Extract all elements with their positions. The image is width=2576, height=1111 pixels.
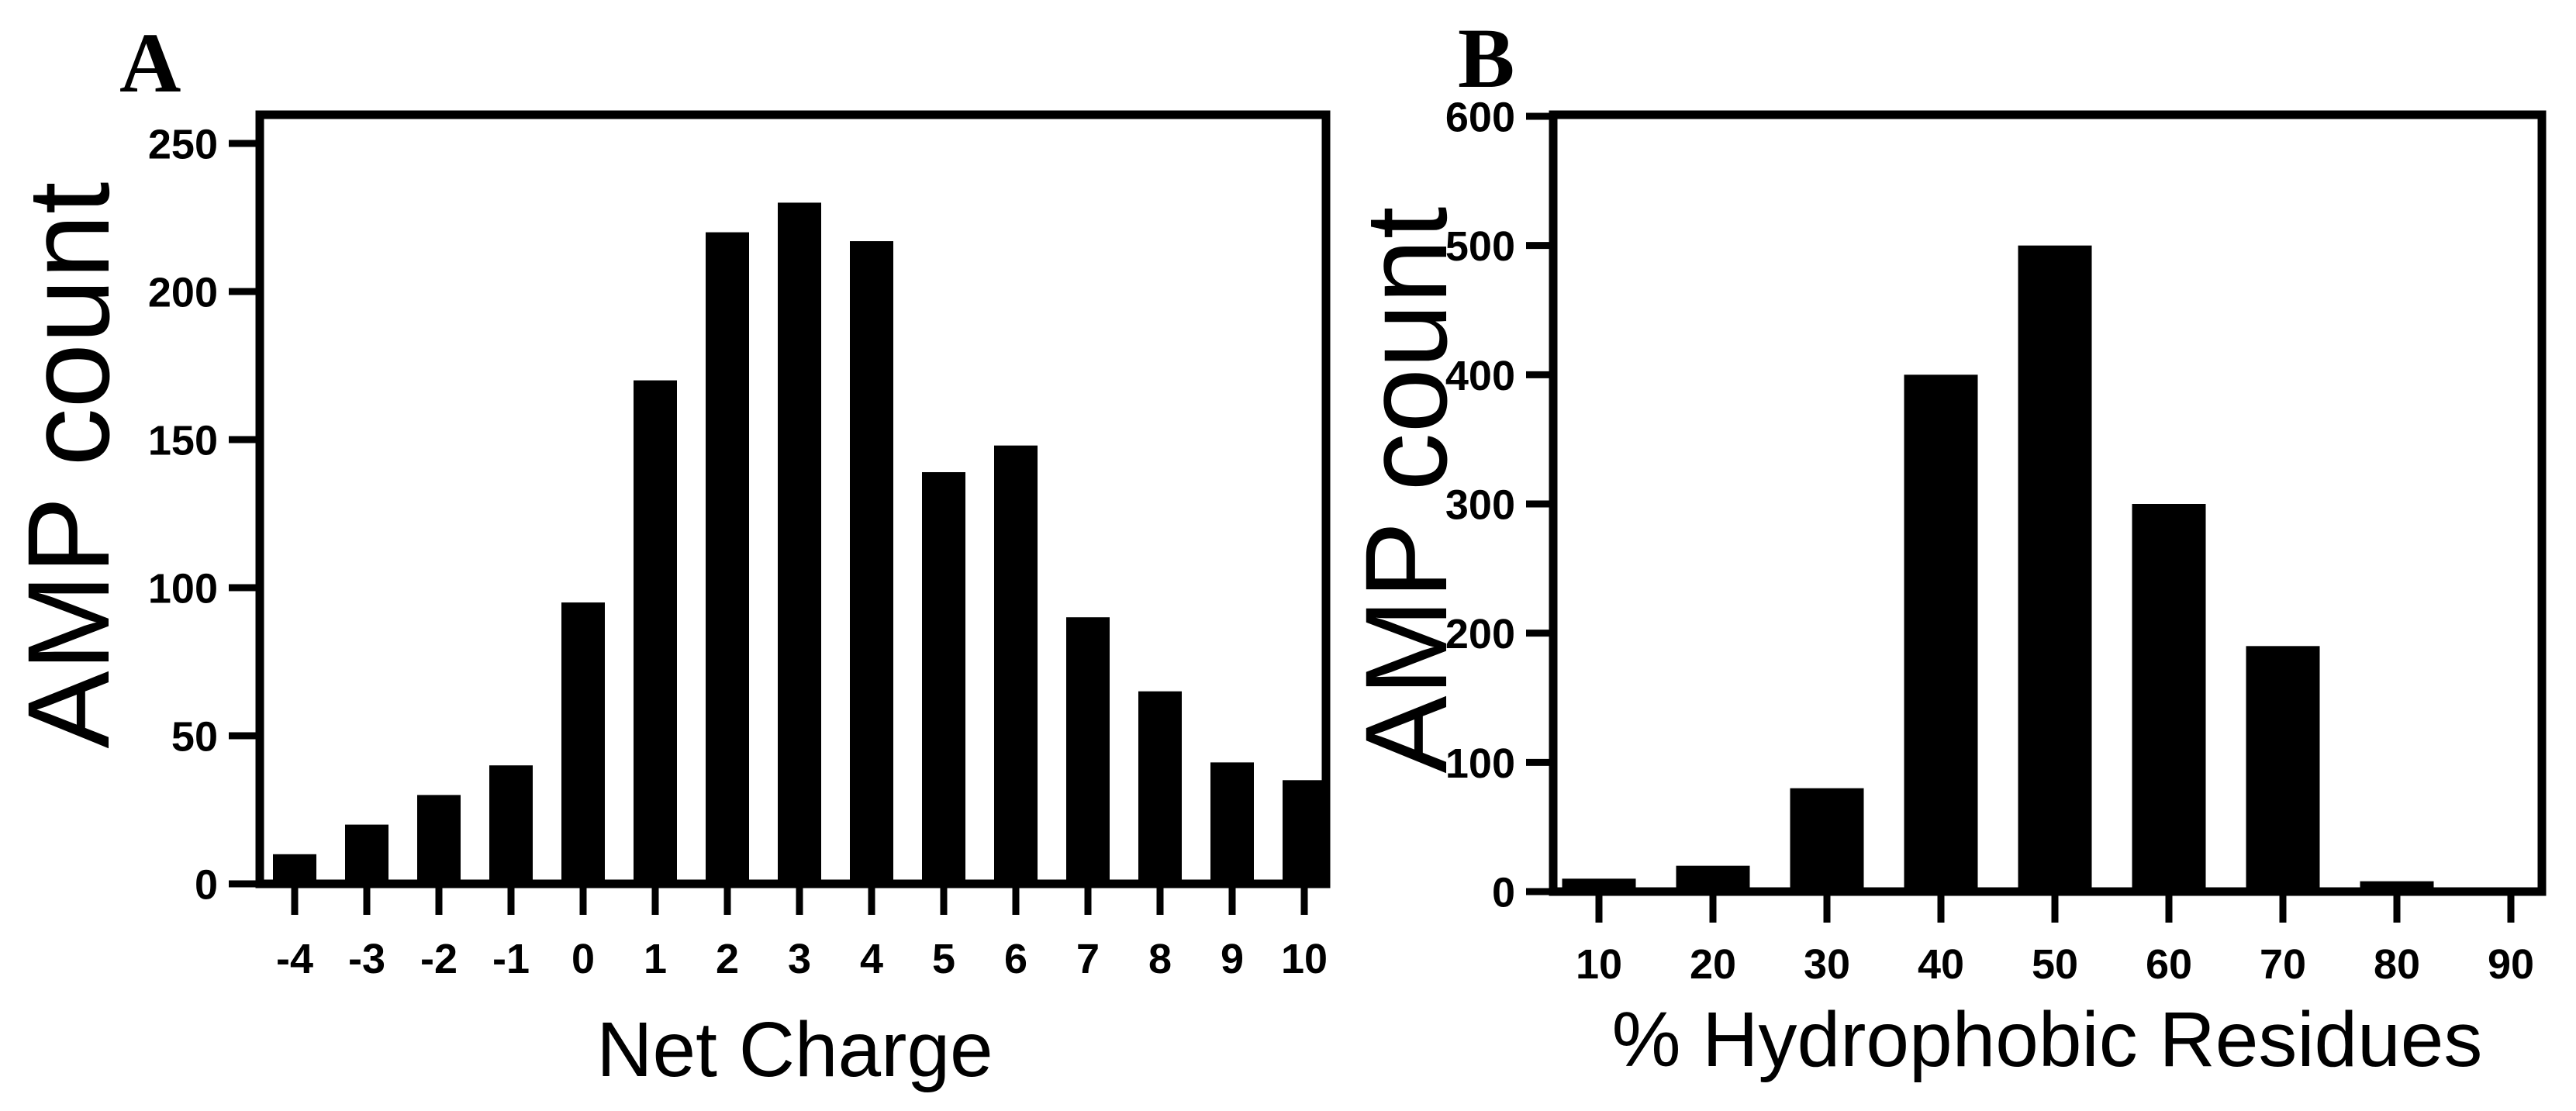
panel-a-x-tick-label: 8: [1148, 936, 1172, 982]
panel-a-x-tick-label: 9: [1221, 936, 1244, 982]
panel-a-bar-9: [1210, 762, 1254, 884]
panel-a-x-tick-label: -1: [492, 936, 530, 982]
panel-b-chart: B AMP count % Hydrophobic Residues 0 100 2…: [1341, 11, 2547, 1083]
panel-a-x-tick-label: 2: [716, 936, 739, 982]
panel-b-x-tick-label: 90: [2488, 941, 2534, 988]
panel-b-y-tick-label: 300: [1445, 481, 1515, 528]
panel-b-y-tick-label: 200: [1445, 611, 1515, 657]
panel-a-bar--2: [417, 795, 461, 884]
panel-a-x-tick-label: 4: [860, 936, 883, 982]
panel-a-bar--1: [489, 765, 533, 884]
panel-a-x-tick-label: 7: [1076, 936, 1100, 982]
panel-b-y-tick-label: 100: [1445, 740, 1515, 787]
panel-b-bar-70: [2246, 646, 2320, 892]
panel-a-x-tick-label: 10: [1281, 936, 1328, 982]
panel-a-x-axis-title: Net Charge: [596, 1006, 993, 1093]
panel-b-x-tick-label: 40: [1918, 941, 1964, 988]
panel-b-bars: [1562, 245, 2434, 892]
panel-a-bar-4: [850, 241, 893, 884]
panel-a-bars: [273, 202, 1326, 885]
panel-a-bar-5: [922, 472, 965, 884]
panel-b-x-tick-label: 30: [1804, 941, 1850, 988]
panel-b-y-axis-title: AMP count: [1341, 207, 1471, 774]
panel-a-y-ticks: 0 50 100 150 200 250: [148, 121, 260, 908]
panel-a-x-tick-label: -2: [420, 936, 458, 982]
panel-a-bar-3: [778, 202, 821, 884]
panel-a-x-tick-label: -3: [348, 936, 385, 982]
panel-a-letter: A: [119, 16, 181, 110]
panel-b-bar-50: [2018, 245, 2092, 892]
panel-a-bar-6: [994, 445, 1038, 884]
panel-a-y-tick-label: 100: [148, 565, 218, 612]
panel-a-bar-1: [634, 380, 677, 885]
panel-a-y-tick-label: 50: [171, 713, 218, 760]
panel-a-plot-frame: [255, 110, 1331, 888]
panel-b-x-tick-label: 50: [2032, 941, 2078, 988]
panel-a-bar-7: [1066, 617, 1110, 884]
panel-a-bar--3: [345, 824, 388, 884]
panel-b-x-tick-label: 10: [1576, 941, 1622, 988]
panel-b-y-tick-label: 0: [1492, 869, 1515, 916]
panel-a-bar-0: [561, 602, 605, 884]
panel-a-bar-8: [1138, 691, 1182, 884]
panel-a-x-ticks: -4 -3 -2 -1 0 1 2 3 4 5 6 7 8 9 10: [276, 884, 1328, 982]
panel-a-bar-10: [1283, 780, 1326, 884]
panel-a-y-axis-title: AMP count: [3, 182, 133, 749]
panel-a-bar--4: [273, 854, 316, 884]
panel-a-y-tick-label: 250: [148, 121, 218, 167]
panel-a-y-tick-label: 200: [148, 269, 218, 316]
panel-b-x-tick-label: 80: [2374, 941, 2420, 988]
panel-a-x-tick-label: 1: [644, 936, 667, 982]
panel-b-x-tick-label: 20: [1690, 941, 1736, 988]
panel-b-letter: B: [1458, 11, 1514, 105]
panel-a-x-tick-label: 6: [1004, 936, 1027, 982]
panel-b-y-tick-label: 400: [1445, 353, 1515, 399]
panel-a-bar-2: [706, 232, 749, 885]
panel-a-y-tick-label: 150: [148, 417, 218, 464]
panel-b-x-axis-title: % Hydrophobic Residues: [1612, 996, 2483, 1083]
panel-b-y-ticks: 0 100 200 300 400 500 600: [1445, 94, 1553, 916]
panel-a-x-tick-label: 0: [571, 936, 595, 982]
panel-a-x-tick-label: -4: [276, 936, 313, 982]
panel-a-y-tick-label: 0: [195, 861, 218, 908]
panel-b-plot-frame: [1549, 110, 2547, 896]
panel-a-x-tick-label: 3: [788, 936, 811, 982]
panel-b-bar-40: [1904, 374, 1978, 892]
panel-a-x-tick-label: 5: [932, 936, 955, 982]
panel-b-x-ticks: 10 20 30 40 50 60 70 80 90: [1576, 892, 2534, 988]
panel-b-x-tick-label: 60: [2146, 941, 2192, 988]
panel-b-y-tick-label: 600: [1445, 94, 1515, 140]
panel-b-bar-30: [1790, 788, 1864, 892]
panel-b-bar-60: [2132, 504, 2206, 892]
panel-b-x-tick-label: 70: [2260, 941, 2306, 988]
panel-b-y-tick-label: 500: [1445, 223, 1515, 270]
panel-b-bar-20: [1676, 865, 1750, 892]
